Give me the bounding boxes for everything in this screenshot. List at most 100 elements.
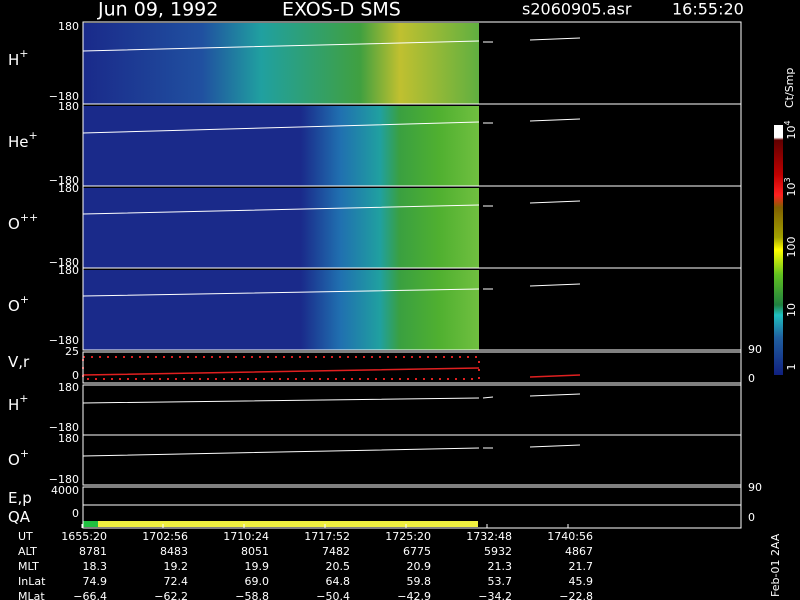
y-tick-label: 180 [58, 264, 79, 277]
ephemeris-label: UT [18, 530, 33, 543]
y-tick-label: 4000 [51, 484, 79, 497]
ephemeris-value: 72.4 [164, 575, 189, 588]
colorbar-tick-label: 10 [785, 303, 798, 317]
velocity-trace [82, 356, 480, 380]
panel-label-base: H [8, 51, 19, 69]
y-tick-label: −180 [49, 174, 79, 187]
qa-bar [83, 521, 98, 527]
ephemeris-value: 74.9 [83, 575, 108, 588]
panel-label-base: He [8, 133, 29, 151]
panel-frame [82, 486, 742, 506]
colorbar-tick-label: 100 [785, 237, 798, 258]
panel-label: V,r [8, 353, 30, 371]
ephemeris-value: 21.7 [569, 560, 594, 573]
ephemeris-value: −62.2 [154, 590, 188, 600]
header-instrument: EXOS-D SMS [282, 0, 401, 21]
ephemeris-label: InLat [18, 575, 46, 588]
ephemeris-value: 6775 [403, 545, 431, 558]
panel-label-base: O [8, 297, 20, 315]
panel-frame [82, 384, 742, 436]
y-tick-label: 180 [58, 20, 79, 33]
ephemeris-value: 4867 [565, 545, 593, 558]
ephemeris-value: 1732:48 [466, 530, 512, 543]
panel-label: O+ [8, 293, 29, 315]
panel-label: E,p [8, 489, 32, 507]
panel-label: H+ [8, 392, 29, 414]
header-time: 16:55:20 [672, 0, 744, 19]
panel-label: O+ [8, 447, 29, 469]
ephemeris-label: MLat [18, 590, 45, 600]
ephemeris-value: 59.8 [407, 575, 432, 588]
ephemeris-value: 19.2 [164, 560, 189, 573]
y-tick-label: 180 [58, 182, 79, 195]
panel-label: O++ [8, 211, 38, 233]
y-tick-label: −180 [49, 256, 79, 269]
colorbar-tick-base: 1 [785, 364, 798, 371]
spectrogram [83, 23, 479, 104]
pitch-traces [82, 37, 581, 457]
y-tick-label: 180 [58, 381, 79, 394]
ephemeris-value: 19.9 [245, 560, 270, 573]
ephemeris-value: 20.5 [326, 560, 351, 573]
header-date: Jun 09, 1992 [97, 0, 218, 21]
ephemeris-value: 69.0 [245, 575, 270, 588]
ephemeris-value: −34.2 [478, 590, 512, 600]
ephemeris-value: 1740:56 [547, 530, 593, 543]
colorbar-tick-exp: 3 [783, 177, 792, 182]
ephemeris-value: 53.7 [488, 575, 513, 588]
colorbar-tick-base: 100 [785, 237, 798, 258]
panel-label-base: H [8, 396, 19, 414]
panel-label: QA [8, 508, 31, 526]
ephemeris-value: 21.3 [488, 560, 513, 573]
qa-bar [98, 521, 478, 527]
ephemeris-value: 1725:20 [385, 530, 431, 543]
colorbar-tick-label: 104 [783, 120, 799, 139]
ephemeris-value: 18.3 [83, 560, 108, 573]
ephemeris-value: −58.8 [235, 590, 269, 600]
y-tick-label: 25 [65, 345, 79, 358]
ephemeris-value: −50.4 [316, 590, 350, 600]
ephemeris-label: ALT [18, 545, 37, 558]
panel-frame [82, 434, 742, 486]
velocity-trace [82, 367, 581, 378]
panel-label-sup: ++ [20, 211, 38, 224]
footer: Feb-01 2AA [769, 533, 782, 597]
spectrogram [83, 106, 479, 186]
panel-label-sup: + [19, 47, 28, 60]
y-tick-label: 0 [72, 507, 79, 520]
panel-label-base: O [8, 451, 20, 469]
labels: Jun 09, 1992 EXOS-D SMS s2060905.asr 16:55:… [8, 0, 798, 600]
ephemeris-value: −42.9 [397, 590, 431, 600]
panel-frame [82, 351, 742, 384]
ephemeris-value: 1655:20 [61, 530, 107, 543]
ephemeris-value: 5932 [484, 545, 512, 558]
colorbar-title: Ct/Smp [783, 68, 796, 108]
ephemeris-value: 1717:52 [304, 530, 350, 543]
ephemeris-value: 8483 [160, 545, 188, 558]
ephemeris-value: 1710:24 [223, 530, 269, 543]
panel-label-sup: + [19, 392, 28, 405]
y2-tick-label: 0 [748, 372, 755, 385]
ephemeris-value: 64.8 [326, 575, 351, 588]
colorbar-tick-base: 10 [785, 126, 798, 140]
ephemeris-value: 20.9 [407, 560, 432, 573]
ephemeris-value: 8781 [79, 545, 107, 558]
y-tick-label: 180 [58, 432, 79, 445]
panel-label-sup: + [20, 293, 29, 306]
y2-tick-label: 90 [748, 481, 762, 494]
panel-label-base: O [8, 215, 20, 233]
panel-frame [82, 504, 742, 529]
ephemeris-value: −66.4 [73, 590, 107, 600]
ephemeris-value: 1702:56 [142, 530, 188, 543]
y2-tick-label: 0 [748, 511, 755, 524]
panel-label: H+ [8, 47, 29, 69]
panel-frame [82, 267, 742, 351]
y-tick-label: −180 [49, 421, 79, 434]
spectrogram [83, 188, 479, 268]
colorbar-tick-base: 10 [785, 183, 798, 197]
colorbar-tick-label: 103 [783, 177, 799, 196]
y-tick-label: 180 [58, 100, 79, 113]
colorbar-tick-base: 10 [785, 303, 798, 317]
y-tick-label: −180 [49, 334, 79, 347]
